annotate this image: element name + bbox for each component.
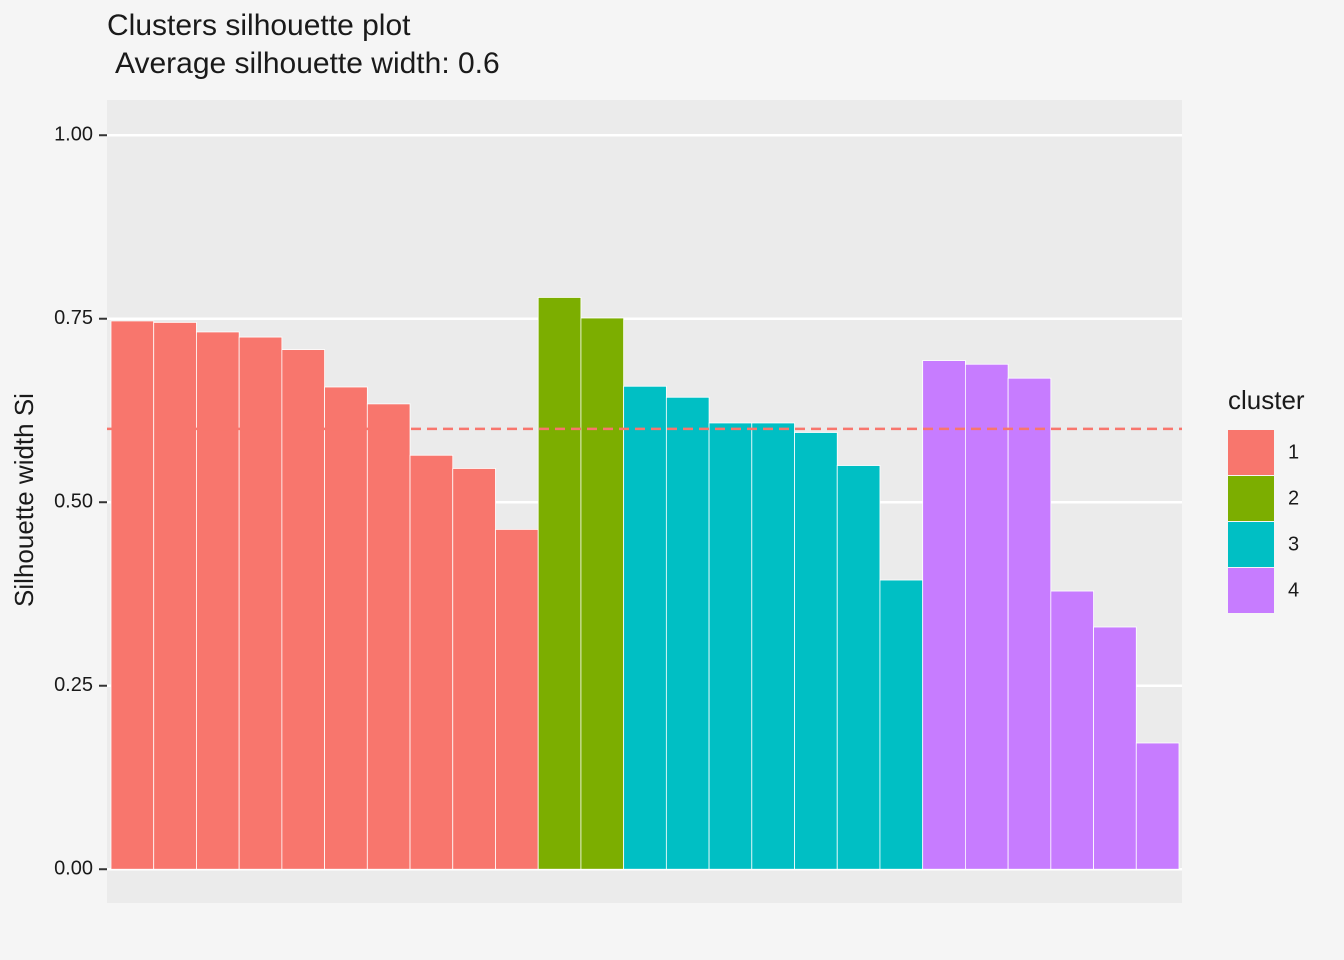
bar [580,317,625,870]
legend-key [1228,430,1274,475]
bar [836,465,881,870]
legend-label: 4 [1288,579,1299,601]
legend-key [1228,522,1274,567]
bar [110,320,155,870]
bar [238,336,283,870]
legend-key [1228,476,1274,521]
legend-label: 2 [1288,487,1299,509]
bar [1093,626,1137,870]
legend-label: 3 [1288,533,1299,555]
bar [1050,590,1094,870]
y-tick-label: 1.00 [54,124,93,146]
bar [409,454,454,870]
bar [281,349,326,870]
bar [196,331,240,870]
bar [366,403,411,870]
legend-key [1228,568,1274,613]
bar [324,386,368,870]
bar [965,363,1009,870]
bar [452,468,496,870]
bar [665,396,710,870]
bar [922,360,966,870]
y-tick-label: 0.25 [54,674,93,696]
y-tick-label: 0.75 [54,307,93,329]
bar [495,528,539,870]
legend-label: 1 [1288,441,1299,463]
y-axis-title: Silhouette width Si [9,393,39,607]
bar [537,297,582,870]
bar [879,579,924,870]
chart-subtitle: Average silhouette width: 0.6 [115,47,500,80]
bar [751,422,795,870]
chart-title: Clusters silhouette plot [107,9,411,42]
y-tick-label: 0.00 [54,858,93,880]
bar [153,322,197,870]
bar [623,385,667,870]
bar [708,422,753,870]
legend-title: cluster [1228,385,1305,415]
bar [1007,377,1052,870]
bar [794,432,838,870]
bar [1135,742,1180,870]
y-tick-label: 0.50 [54,491,93,513]
